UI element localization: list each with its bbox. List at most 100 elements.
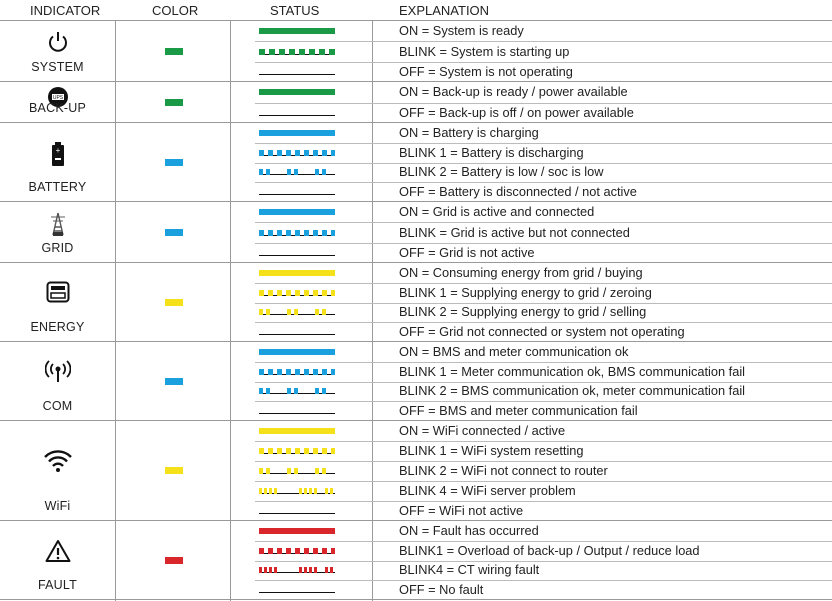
row-divider — [255, 481, 832, 482]
wifi-icon — [0, 449, 115, 473]
svg-text:+: + — [55, 146, 60, 155]
explanation-text: OFF = Grid not connected or system not o… — [399, 324, 685, 340]
explanation-text: BLINK4 = CT wiring fault — [399, 562, 540, 578]
status-pattern-off — [259, 587, 335, 594]
status-pattern-on — [259, 269, 335, 276]
color-swatch — [165, 158, 183, 166]
explanation-text: BLINK 1 = WiFi system resetting — [399, 443, 584, 458]
status-pattern-blink1 — [259, 448, 335, 454]
color-swatch — [165, 98, 183, 106]
row-divider — [255, 222, 832, 224]
status-pattern-blink1 — [259, 229, 335, 236]
indicator-label: GRID — [41, 241, 74, 255]
status-pattern-on — [259, 28, 335, 35]
status-pattern-on — [259, 129, 335, 136]
explanation-text: ON = System is ready — [399, 23, 524, 39]
svg-text:UPS: UPS — [52, 95, 63, 101]
color-swatch — [165, 228, 183, 236]
row-divider — [255, 282, 832, 284]
indicator-group-com: COM ON = BMS and meter communication ok BL… — [0, 341, 832, 420]
column-divider — [115, 20, 116, 601]
color-swatch — [165, 377, 183, 385]
explanation-text: BLINK 4 = WiFi server problem — [399, 483, 576, 498]
explanation-text: BLINK 1 = Battery is discharging — [399, 144, 584, 160]
row-divider — [255, 61, 832, 63]
status-pattern-blink2 — [259, 468, 335, 474]
row-divider — [255, 501, 832, 502]
explanation-text: ON = Back-up is ready / power available — [399, 84, 628, 100]
row-divider — [255, 441, 832, 442]
explanation-text: OFF = Grid is not active — [399, 244, 535, 260]
indicator-label: BATTERY — [28, 180, 87, 194]
explanation-text: BLINK 2 = BMS communication ok, meter co… — [399, 383, 746, 399]
status-pattern-off — [259, 69, 335, 75]
explanation-text: BLINK 2 = WiFi not connect to router — [399, 463, 608, 478]
explanation-text: OFF = System is not operating — [399, 63, 573, 79]
explanation-text: ON = Fault has occurred — [399, 522, 539, 538]
explanation-text: OFF = Back-up is off / on power availabl… — [399, 104, 634, 120]
explanation-text: OFF = No fault — [399, 582, 484, 598]
status-pattern-blink1 — [259, 368, 335, 375]
status-pattern-off — [259, 189, 335, 196]
indicator-group-energy: ENERGY ON = Consuming energy from grid / … — [0, 262, 832, 341]
status-pattern-on — [259, 89, 335, 96]
row-divider — [255, 560, 832, 562]
status-pattern-blink2 — [259, 309, 335, 316]
status-pattern-blink — [259, 48, 335, 55]
row-divider — [255, 540, 832, 542]
explanation-text: ON = WiFi connected / active — [399, 423, 566, 438]
status-pattern-blink1 — [259, 149, 335, 156]
status-pattern-on — [259, 428, 335, 434]
explanation-text: OFF = BMS and meter communication fail — [399, 403, 638, 419]
header-color: COLOR — [152, 2, 199, 18]
indicator-label: COM — [42, 399, 73, 413]
row-divider — [255, 302, 832, 304]
warning-icon — [0, 539, 115, 563]
ups-icon: UPS — [0, 86, 115, 108]
row-divider — [255, 361, 832, 363]
status-pattern-off — [259, 408, 335, 415]
color-swatch — [165, 47, 183, 55]
row-divider — [255, 461, 832, 462]
status-pattern-blink1 — [259, 547, 335, 554]
row-divider — [255, 102, 832, 104]
explanation-text: BLINK1 = Overload of back-up / Output / … — [399, 542, 700, 558]
explanation-text: OFF = Battery is disconnected / not acti… — [399, 184, 637, 200]
header-explanation: EXPLANATION — [399, 2, 490, 18]
explanation-text: BLINK 2 = Battery is low / soc is low — [399, 164, 604, 180]
meter-icon — [0, 281, 115, 303]
explanation-text: BLINK 2 = Supplying energy to grid / sel… — [399, 304, 647, 320]
indicator-group-battery: + BATTERY ON = Battery is charging BLINK 1 … — [0, 122, 832, 201]
row-divider — [255, 142, 832, 144]
explanation-text: BLINK 1 = Supplying energy to grid / zer… — [399, 284, 652, 300]
explanation-text: BLINK = Grid is active but not connected — [399, 224, 630, 240]
explanation-text: OFF = WiFi not active — [399, 503, 524, 518]
explanation-text: ON = Grid is active and connected — [399, 204, 595, 220]
header-status: STATUS — [270, 2, 320, 18]
indicator-label: SYSTEM — [31, 60, 84, 74]
status-pattern-blink4 — [259, 567, 335, 574]
indicator-group-system: SYSTEM ON = System is ready BLINK = System… — [0, 20, 832, 81]
status-pattern-off — [259, 250, 335, 256]
status-pattern-on — [259, 348, 335, 355]
status-pattern-blink2 — [259, 388, 335, 395]
indicator-label: BACK-UP — [29, 101, 86, 115]
indicator-label: WiFi — [44, 499, 71, 513]
status-pattern-on — [259, 209, 335, 216]
explanation-text: BLINK 1 = Meter communication ok, BMS co… — [399, 363, 746, 379]
power-icon — [0, 30, 115, 54]
row-divider — [255, 41, 832, 43]
color-swatch — [165, 467, 183, 474]
row-divider — [255, 580, 832, 582]
row-divider — [255, 182, 832, 184]
explanation-text: ON = BMS and meter communication ok — [399, 343, 629, 359]
battery-icon: + — [0, 141, 115, 167]
indicator-group-grid: GRID ON = Grid is active and connected BLI… — [0, 201, 832, 262]
indicator-group-back-up: UPS BACK-UP ON = Back-up is ready / power … — [0, 81, 832, 122]
status-pattern-off — [259, 329, 335, 336]
header-indicator: INDICATOR — [30, 2, 101, 18]
indicator-group-wifi: WiFi ON = WiFi connected / active BLINK 1 … — [0, 420, 832, 520]
status-pattern-off — [259, 110, 335, 116]
explanation-text: BLINK = System is starting up — [399, 43, 570, 59]
